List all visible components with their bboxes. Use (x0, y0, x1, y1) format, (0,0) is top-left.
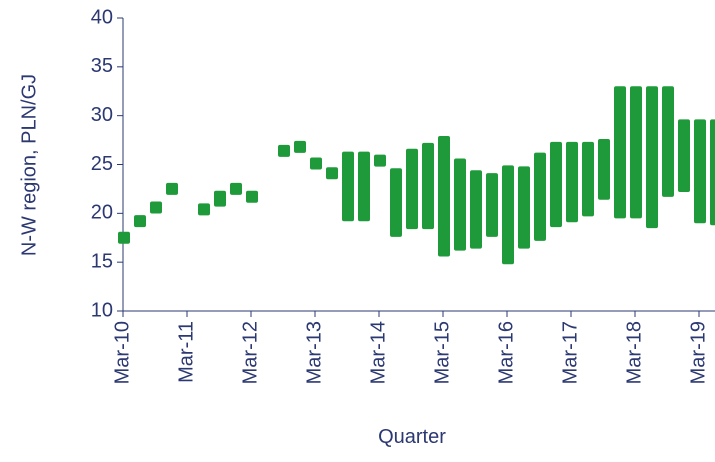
range-bar (326, 167, 338, 180)
y-tick-label: 35 (91, 55, 113, 77)
x-tick-label: Mar-16 (495, 321, 517, 384)
range-bar (582, 141, 594, 217)
range-bar (486, 173, 498, 237)
x-tick-label: Mar-13 (303, 321, 325, 384)
x-tick-label: Mar-19 (687, 321, 709, 384)
range-bar (390, 168, 402, 237)
range-bar (646, 86, 658, 229)
range-bar (694, 119, 706, 224)
x-tick-label: Mar-12 (239, 321, 261, 384)
x-tick-label: Mar-14 (367, 321, 389, 384)
x-axis-label: Quarter (378, 426, 446, 448)
range-bar (710, 119, 715, 226)
range-bar (294, 140, 306, 153)
range-bar (278, 144, 290, 157)
range-bar (246, 190, 258, 203)
range-bar (566, 141, 578, 223)
range-bar (678, 119, 690, 192)
y-tick-label: 20 (91, 202, 113, 224)
range-bar (150, 201, 162, 214)
y-tick-label: 30 (91, 104, 113, 126)
range-bar (422, 142, 434, 230)
range-bar (630, 86, 642, 219)
range-bar (534, 152, 546, 241)
range-bar (342, 151, 354, 222)
range-bar (454, 158, 466, 251)
range-bar (310, 157, 322, 170)
y-tick-label: 15 (91, 250, 113, 272)
range-bar (518, 166, 530, 249)
range-bar (166, 182, 178, 195)
range-bar (358, 151, 370, 222)
range-bar (438, 136, 450, 257)
x-tick-label: Mar-17 (559, 321, 581, 384)
range-bar (470, 170, 482, 249)
y-tick-label: 10 (91, 299, 113, 321)
range-bar (662, 86, 674, 197)
range-bar (214, 190, 226, 207)
x-tick-label: Mar-11 (175, 321, 197, 383)
y-axis-label: N-W region, PLN/GJ (18, 74, 40, 256)
range-bar (598, 138, 610, 200)
range-bar (118, 231, 130, 244)
x-tick-label: Mar-10 (111, 321, 133, 384)
range-bar (198, 203, 210, 216)
range-bar (614, 86, 626, 219)
range-bar (502, 165, 514, 265)
x-tick-label: Mar-15 (431, 321, 453, 384)
y-tick-label: 40 (91, 6, 113, 28)
range-bar (550, 141, 562, 228)
range-bar (230, 182, 242, 195)
range-bar (374, 154, 386, 167)
y-tick-label: 25 (91, 153, 113, 175)
range-bar (134, 215, 146, 228)
range-bar (406, 148, 418, 230)
x-tick-label: Mar-18 (623, 321, 645, 384)
